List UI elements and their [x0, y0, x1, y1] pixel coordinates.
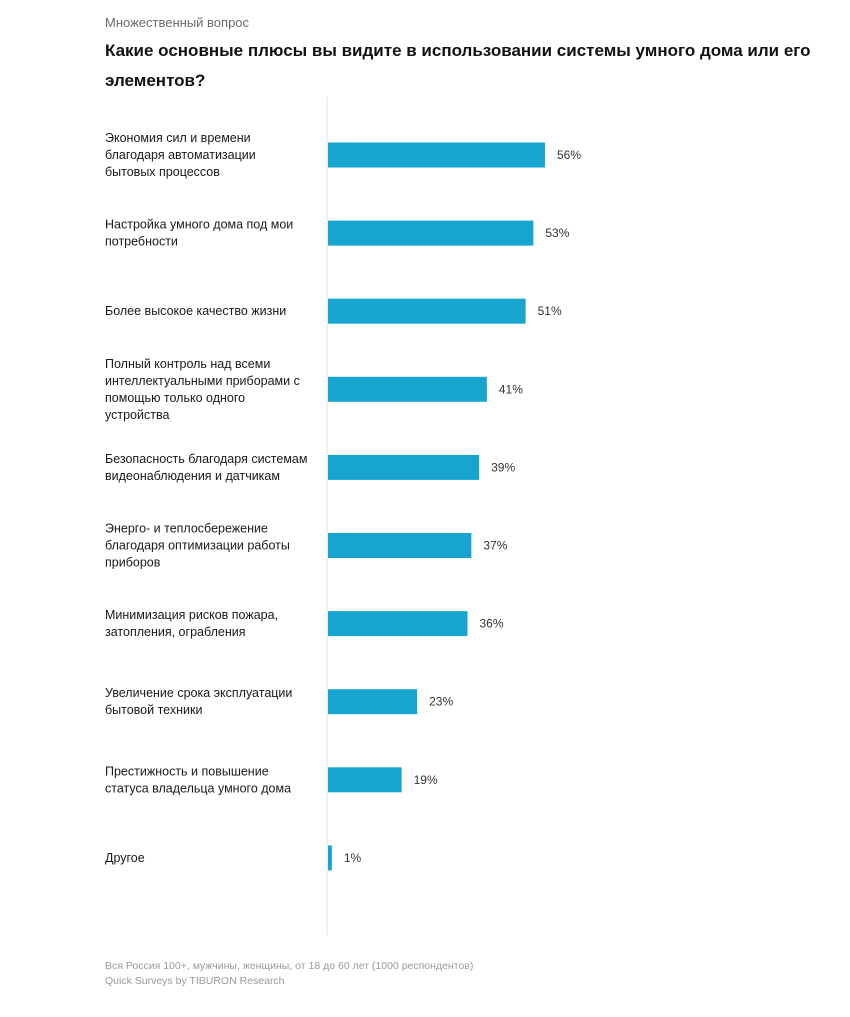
value-label: 36% [480, 617, 504, 631]
category-label-line: приборов [105, 556, 161, 570]
category-label: Престижность и повышение статуса владельц… [105, 764, 291, 795]
category-label-line: благодаря оптимизации работы [105, 539, 290, 553]
category-label-line: интеллектуальными приборами с [105, 374, 300, 388]
category-label-line: бытовой техники [105, 703, 202, 717]
value-label: 23% [429, 695, 453, 709]
category-label-line: Настройка умного дома под мои [105, 218, 293, 232]
bar [328, 533, 472, 558]
category-label-line: Другое [105, 851, 145, 865]
category-label-line: бытовых процессов [105, 165, 220, 179]
bar [328, 845, 332, 871]
category-label-line: устройства [105, 408, 169, 422]
bar [328, 454, 480, 480]
bar [328, 611, 468, 637]
bar [328, 142, 545, 168]
value-label: 51% [538, 304, 562, 318]
category-label: Полный контроль над всеми интеллектуальны… [105, 357, 300, 422]
category-label-line: Увеличение срока эксплуатации [105, 686, 292, 700]
question-type-label: Множественный вопрос [105, 15, 250, 30]
category-label-line: помощью только одного [105, 391, 245, 405]
bars-group: Экономия сил и времени благодаря автомати… [105, 131, 581, 871]
category-label-line: Престижность и повышение [105, 764, 269, 778]
bar [328, 767, 402, 793]
sample-footnote: Вся Россия 100+, мужчины, женщины, от 18… [105, 960, 474, 972]
value-label: 19% [414, 773, 438, 787]
value-label: 37% [483, 539, 507, 553]
bar [328, 298, 526, 324]
bar [328, 220, 534, 246]
value-label: 1% [344, 851, 362, 865]
category-label-line: Более высокое качество жизни [105, 304, 286, 318]
category-label: Более высокое качество жизни [105, 304, 286, 318]
category-label-line: Энерго- и теплосбережение [105, 522, 268, 536]
category-label: Увеличение срока эксплуатации бытовой тех… [105, 686, 292, 717]
bar [328, 689, 418, 715]
category-label-line: видеонаблюдения и датчикам [105, 469, 280, 483]
value-label: 53% [545, 226, 569, 240]
question-title: Какие основные плюсы вы видите в использ… [105, 41, 811, 90]
value-label: 56% [557, 148, 581, 162]
category-label: Настройка умного дома под мои потребности [105, 218, 293, 249]
category-label: Экономия сил и времени благодаря автомати… [105, 131, 256, 179]
category-label-line: статуса владельца умного дома [105, 781, 291, 795]
category-label: Минимизация рисков пожара, затопления, ог… [105, 608, 278, 639]
category-label-line: Минимизация рисков пожара, [105, 608, 278, 622]
value-label: 41% [499, 382, 523, 396]
category-label: Энерго- и теплосбережение благодаря оптим… [105, 522, 290, 570]
bar [328, 376, 487, 402]
category-label-line: Безопасность благодаря системам [105, 452, 307, 466]
category-label-line: затопления, ограбления [105, 625, 245, 639]
category-label: Другое [105, 851, 145, 865]
category-label-line: потребности [105, 235, 178, 249]
category-label-line: Полный контроль над всеми [105, 357, 270, 371]
category-label-line: благодаря автоматизации [105, 148, 256, 162]
source-footnote: Quick Surveys by TIBURON Research [105, 975, 285, 987]
category-label-line: Экономия сил и времени [105, 131, 251, 145]
category-label: Безопасность благодаря системам видеонабл… [105, 452, 307, 483]
value-label: 39% [491, 460, 515, 474]
